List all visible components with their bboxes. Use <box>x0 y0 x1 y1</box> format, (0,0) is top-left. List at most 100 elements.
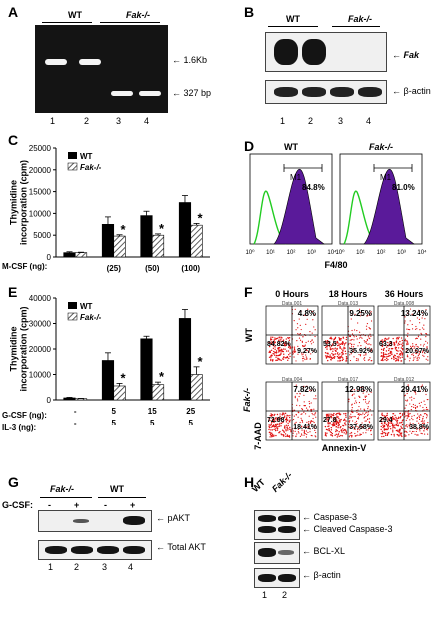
dot <box>360 336 362 338</box>
dot <box>363 354 365 356</box>
dot <box>269 419 271 422</box>
dot <box>339 357 341 359</box>
dot <box>381 414 383 416</box>
dot-cloud-5 <box>380 384 429 438</box>
dot <box>386 425 389 427</box>
dot <box>411 432 413 434</box>
blot-g-pakt-band-2 <box>73 519 89 523</box>
dot <box>365 432 367 434</box>
dot <box>416 359 418 361</box>
dot <box>388 417 390 420</box>
dot <box>369 350 371 352</box>
dot <box>348 335 351 337</box>
dot <box>292 353 294 355</box>
dot <box>421 425 423 428</box>
dot <box>337 356 340 359</box>
dot <box>332 356 335 359</box>
dot <box>297 431 299 433</box>
dot <box>339 337 341 340</box>
dot <box>296 404 298 406</box>
dot <box>367 402 370 404</box>
dot <box>293 320 295 322</box>
dot <box>369 328 372 330</box>
dot <box>368 347 370 349</box>
chart-e-xcat-0: - <box>74 407 77 416</box>
dot <box>333 423 335 425</box>
dot <box>362 432 364 434</box>
dot <box>399 354 402 356</box>
dot <box>337 421 339 424</box>
dot <box>407 384 409 386</box>
dot <box>313 314 315 316</box>
dot <box>381 339 383 341</box>
dot <box>312 319 314 321</box>
dot <box>423 430 425 432</box>
dot <box>419 405 421 407</box>
dot <box>368 314 371 316</box>
blot-b-fak-band-2 <box>302 39 326 65</box>
dot <box>324 425 327 428</box>
dot <box>381 430 384 433</box>
dot <box>329 348 332 351</box>
dot <box>301 340 303 342</box>
dot <box>418 418 421 421</box>
dot-ll-1: 53.5 <box>323 341 337 348</box>
dot <box>336 415 338 417</box>
dot <box>288 344 290 346</box>
dot <box>280 422 283 425</box>
dot <box>330 429 333 431</box>
dot <box>418 402 420 404</box>
chart-c-bar-1-0 <box>74 252 88 258</box>
dot-ll-4: 27.8 <box>323 417 337 424</box>
dot <box>310 353 312 355</box>
dot <box>427 359 429 361</box>
dot <box>381 341 384 344</box>
dot <box>402 342 404 344</box>
dot <box>325 428 328 431</box>
dot <box>368 343 370 345</box>
dot <box>359 413 362 415</box>
dot <box>352 346 355 348</box>
dot <box>287 346 290 349</box>
chart-e-xcat2-3: 5 <box>189 419 194 425</box>
hist-title-wt: WT <box>284 142 298 152</box>
dot <box>277 358 280 360</box>
chart-e-star-1: * <box>120 370 126 385</box>
dot <box>284 348 286 350</box>
dot <box>381 422 383 424</box>
dot <box>397 359 400 362</box>
dot <box>424 352 426 354</box>
dot <box>412 419 414 421</box>
dot <box>302 345 304 347</box>
gel-a-image <box>35 25 168 113</box>
dot <box>332 350 334 353</box>
dot <box>327 422 329 424</box>
dot <box>399 429 401 431</box>
dot <box>311 412 313 415</box>
dot <box>418 415 420 417</box>
panel-label-f: F <box>244 284 253 300</box>
chart-c-xcat-3: (100) <box>181 264 200 273</box>
gel-a-wt-label: WT <box>68 10 82 20</box>
dot <box>281 337 283 339</box>
gel-a-lane-1: 1 <box>50 116 56 126</box>
dot <box>354 422 356 424</box>
dot <box>293 346 296 348</box>
dot <box>285 343 288 345</box>
dot-tag-2: Data.008 <box>394 301 415 307</box>
dot <box>423 400 425 402</box>
dot <box>425 340 427 342</box>
dot <box>387 423 390 425</box>
dot <box>289 414 291 417</box>
dot <box>293 356 295 358</box>
dot <box>390 343 393 345</box>
dot <box>407 324 409 326</box>
dot <box>382 426 384 429</box>
dot <box>423 355 425 357</box>
blot-h-cleaved-band-1 <box>258 526 276 533</box>
chart-e-bar-1-0 <box>74 398 88 401</box>
dot <box>312 341 314 343</box>
dot <box>271 354 273 357</box>
chart-e-bar-0-2 <box>140 338 153 401</box>
dot <box>357 428 359 430</box>
